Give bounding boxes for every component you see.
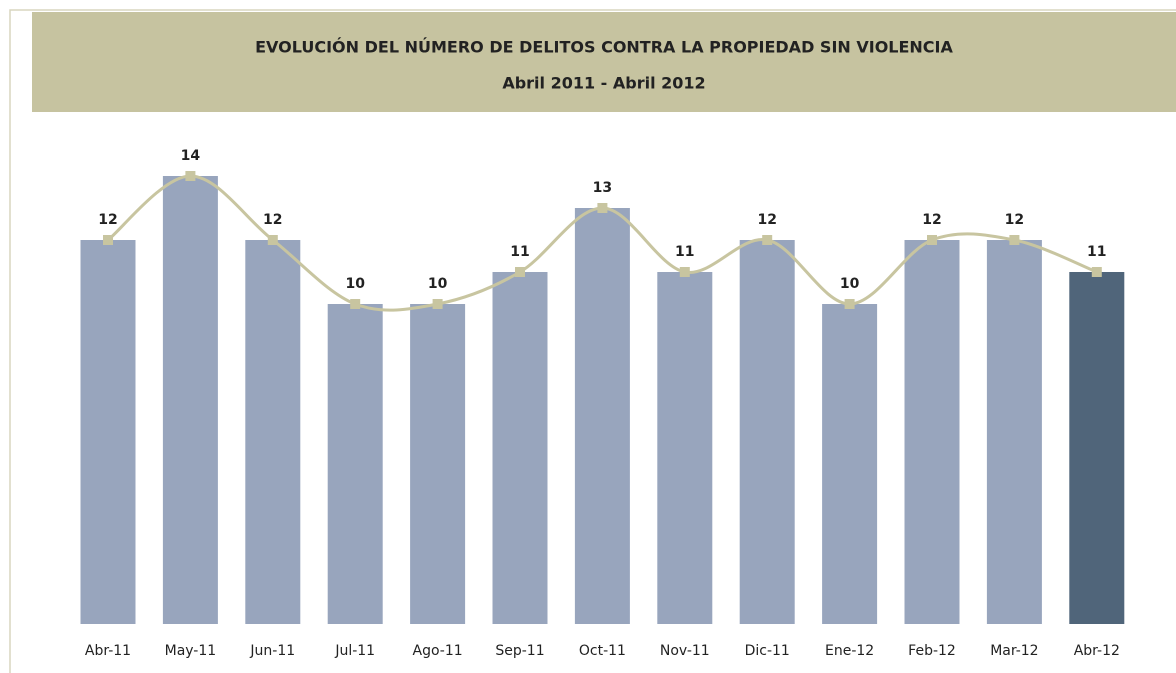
line-marker [679, 267, 690, 277]
line-marker [185, 171, 196, 181]
value-label: 14 [181, 148, 201, 164]
x-tick-label: Oct-11 [579, 643, 626, 659]
x-tick-label: Feb-12 [908, 643, 956, 659]
chart-subtitle: Abril 2011 - Abril 2012 [502, 74, 705, 93]
chart-title: EVOLUCIÓN DEL NÚMERO DE DELITOS CONTRA L… [255, 38, 953, 57]
value-label: 10 [345, 276, 365, 292]
x-tick-label: Ago-11 [413, 643, 463, 659]
line-marker [103, 235, 113, 245]
bar [327, 304, 383, 624]
bar [410, 304, 466, 624]
line-marker [350, 299, 361, 309]
line-marker [762, 235, 773, 245]
bar [492, 272, 548, 624]
bar [822, 304, 878, 624]
x-tick-label: Nov-11 [660, 643, 710, 659]
line-marker [432, 299, 443, 309]
value-label: 10 [428, 276, 448, 292]
value-label: 11 [1087, 244, 1106, 260]
value-label: 12 [98, 212, 117, 228]
x-tick-label: Mar-12 [990, 643, 1038, 659]
value-label: 12 [1005, 212, 1024, 228]
value-label: 13 [593, 180, 612, 196]
line-marker [1009, 235, 1020, 245]
x-tick-label: May-11 [165, 643, 217, 659]
value-label: 12 [757, 212, 776, 228]
line-marker [1091, 267, 1102, 277]
frame [9, 9, 1176, 673]
bar [986, 240, 1042, 624]
line-marker [515, 267, 525, 277]
bar [80, 240, 136, 624]
x-tick-label: Jul-11 [334, 643, 375, 659]
value-label: 11 [675, 244, 694, 260]
value-label: 12 [263, 212, 282, 228]
value-label: 10 [840, 276, 860, 292]
x-tick-label: Dic-11 [745, 643, 790, 659]
x-tick-label: Jun-11 [249, 643, 295, 659]
x-tick-label: Abr-12 [1074, 643, 1120, 659]
bar [1069, 272, 1125, 624]
line-marker [267, 235, 278, 245]
x-tick-label: Abr-11 [85, 643, 131, 659]
value-label: 11 [510, 244, 529, 260]
line-marker [927, 235, 937, 245]
value-label: 12 [922, 212, 941, 228]
bar [162, 176, 218, 624]
x-tick-label: Sep-11 [495, 643, 544, 659]
bar [904, 240, 960, 624]
bar [245, 240, 301, 624]
bar [739, 240, 795, 624]
bar [574, 208, 630, 624]
line-marker [597, 203, 608, 213]
line-marker [844, 299, 855, 309]
bar [657, 272, 713, 624]
title-band [32, 12, 1176, 112]
x-tick-label: Ene-12 [825, 643, 874, 659]
